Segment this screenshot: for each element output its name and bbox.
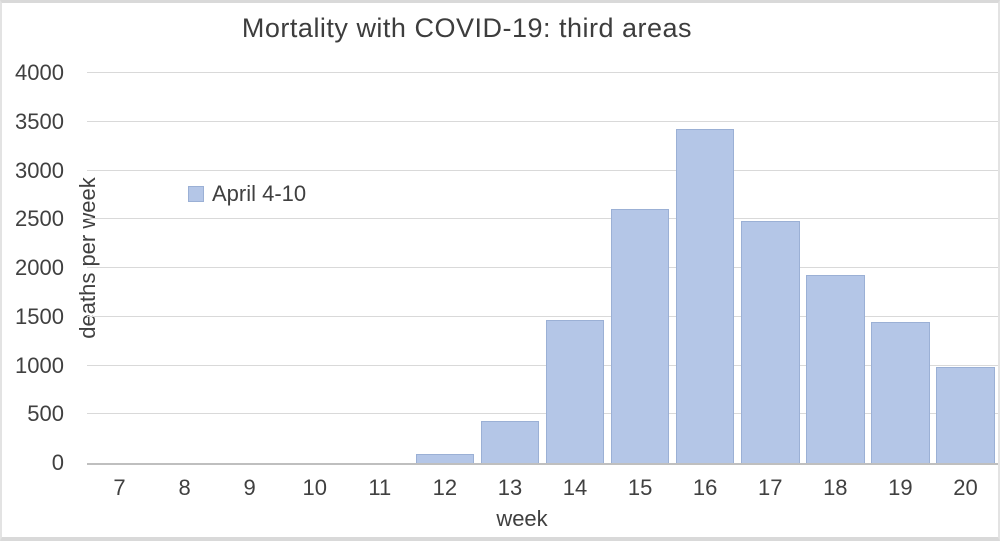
bar-week-19 bbox=[871, 321, 930, 463]
chart-title: Mortality with COVID-19: third areas bbox=[241, 13, 693, 43]
gridline-y-2000 bbox=[87, 267, 998, 268]
y-axis-ticks: 0 500 1000 1500 2000 2500 3000 3500 4000 bbox=[2, 60, 64, 475]
x-tick-label-19: 19 bbox=[888, 475, 913, 500]
bar-week-20 bbox=[936, 367, 995, 463]
bar-week-18 bbox=[806, 274, 865, 463]
gridline-y-4000 bbox=[87, 72, 998, 73]
x-tick-label-18: 18 bbox=[823, 475, 848, 500]
y-tick-label-4000: 4000 bbox=[15, 60, 64, 85]
legend-label: April 4-10 bbox=[212, 181, 307, 206]
y-tick-label-500: 500 bbox=[27, 401, 64, 427]
x-tick-label-20: 20 bbox=[953, 475, 978, 500]
x-axis-ticks: 7 8 9 10 11 12 13 14 15 16 17 18 19 20 bbox=[87, 475, 998, 503]
x-tick-label-15: 15 bbox=[627, 475, 653, 500]
gridline-y-1500 bbox=[87, 315, 998, 317]
gridline-y-500 bbox=[87, 413, 998, 415]
y-tick-label-3000: 3000 bbox=[15, 157, 64, 183]
x-tick-label-10: 10 bbox=[302, 475, 327, 500]
x-tick-label-17: 17 bbox=[758, 475, 783, 500]
legend: April 4-10 bbox=[188, 181, 306, 207]
gridline-y-3000 bbox=[87, 169, 998, 171]
gridline-y-1000 bbox=[87, 364, 998, 366]
y-tick-label-0: 0 bbox=[51, 450, 64, 475]
plot-area bbox=[87, 72, 998, 465]
bar-week-14 bbox=[545, 319, 605, 463]
x-tick-label-7: 7 bbox=[113, 475, 126, 500]
gridline-y-3500 bbox=[87, 120, 998, 122]
y-tick-label-3500: 3500 bbox=[15, 108, 64, 134]
y-tick-label-2000: 2000 bbox=[15, 255, 64, 280]
x-tick-label-8: 8 bbox=[178, 475, 191, 500]
x-tick-label-9: 9 bbox=[243, 475, 256, 500]
x-tick-label-14: 14 bbox=[562, 475, 588, 500]
bar-week-17 bbox=[740, 221, 800, 463]
x-tick-label-12: 12 bbox=[432, 475, 458, 500]
x-axis-title: week bbox=[496, 506, 548, 531]
y-tick-label-1500: 1500 bbox=[15, 303, 64, 329]
y-tick-label-1000: 1000 bbox=[15, 352, 64, 378]
bar-week-15 bbox=[610, 208, 670, 463]
legend-swatch-icon bbox=[188, 186, 204, 202]
bar-week-16 bbox=[675, 128, 735, 463]
x-tick-label-13: 13 bbox=[497, 475, 523, 500]
x-tick-label-16: 16 bbox=[692, 475, 718, 500]
x-tick-label-11: 11 bbox=[368, 475, 392, 500]
y-tick-label-2500: 2500 bbox=[15, 206, 64, 232]
gridline-y-2500 bbox=[87, 218, 998, 220]
bar-week-12 bbox=[415, 454, 475, 463]
bar-week-13 bbox=[480, 421, 540, 463]
